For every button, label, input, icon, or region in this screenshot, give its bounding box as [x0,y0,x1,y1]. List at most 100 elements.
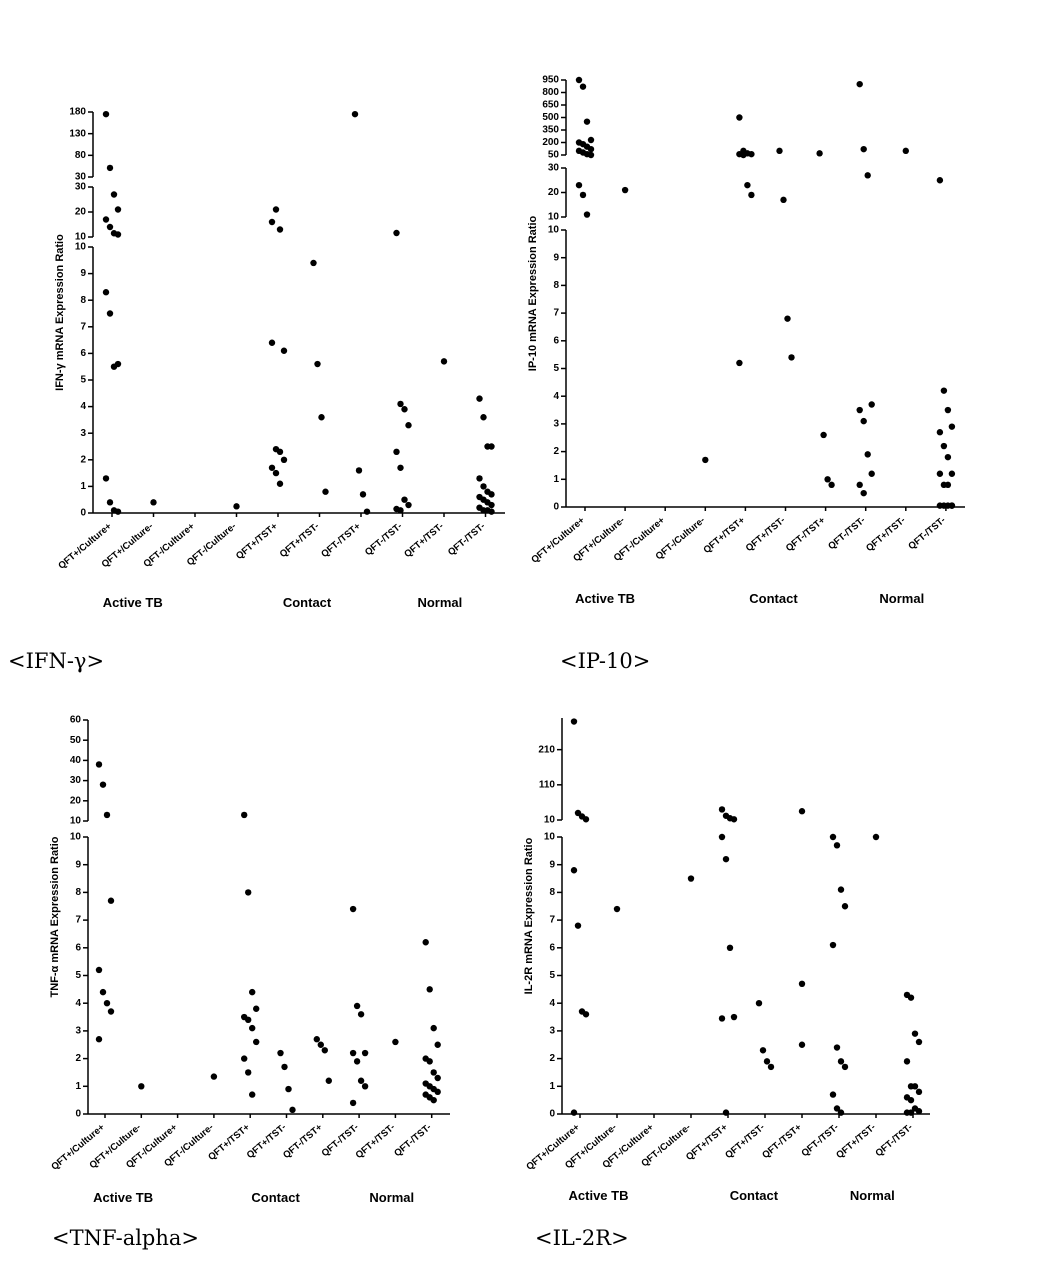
point [936,470,944,477]
point [107,1008,115,1015]
x-tick-label: QFT+/TST- [245,1122,289,1161]
y-tick-label: 6 [549,942,555,953]
point [106,164,114,172]
point [363,508,371,515]
point [114,360,122,368]
point [426,1058,433,1065]
y-tick-label: 10 [75,232,87,243]
y-tick-label: 6 [553,335,559,346]
x-tick-label: QFT+/TST+ [234,521,280,562]
y-tick-label: 5 [80,375,86,386]
point [780,196,787,204]
caption: <IL-2R> [535,1226,629,1250]
y-tick-label: 9 [553,252,559,263]
y-tick-label: 5 [549,970,555,981]
point [575,181,583,189]
point [289,1106,296,1114]
point [268,218,276,226]
group-label: Normal [879,591,924,606]
point [249,1024,256,1032]
y-tick-label: 4 [80,401,86,412]
point [150,499,157,506]
point [820,431,827,439]
x-tick-label: QFT+/TST- [834,1122,878,1161]
y-tick-label: 20 [70,795,82,806]
point [837,1109,845,1116]
x-tick-label: QFT-/TST- [873,1122,914,1159]
y-tick-label: 30 [75,172,87,183]
point [401,406,408,413]
point [722,855,730,863]
y-tick-label: 10 [548,212,560,223]
y-tick-label: 10 [544,832,556,843]
point [241,811,248,819]
x-tick-label: QFT-/TST- [392,1122,433,1159]
point [718,833,726,841]
point [856,406,863,414]
point [103,811,111,819]
y-tick-label: 50 [70,735,82,746]
y-tick-label: 650 [542,100,559,111]
point [718,1015,726,1022]
point [767,1063,775,1071]
y-axis-label: IL-2R mRNA Expression Ratio [523,837,535,994]
point [582,816,590,823]
x-tick-label: QFT-/TST+ [281,1122,325,1161]
point [583,118,591,125]
point [103,1000,111,1007]
point [361,1049,369,1057]
y-tick-label: 1 [75,1081,81,1092]
y-tick-label: 8 [553,280,559,291]
point [361,1083,369,1090]
point [587,145,595,153]
point [476,475,483,482]
group-label: Active TB [575,591,635,606]
point [902,147,909,155]
point [281,1063,288,1071]
point [841,1063,849,1071]
point [837,1058,845,1065]
y-tick-label: 7 [553,308,559,319]
y-tick-label: 210 [538,744,555,755]
y-tick-label: 500 [542,112,559,123]
point [833,1044,841,1051]
y-tick-label: 8 [80,295,86,306]
point [828,481,835,489]
y-tick-label: 3 [549,1026,555,1037]
point [829,833,837,841]
y-tick-label: 20 [75,207,87,218]
point [833,842,841,849]
point [944,406,952,414]
point [488,443,495,450]
x-tick-label: QFT-/TST+ [319,521,363,560]
x-tick-label: QFT+/TST- [278,521,322,560]
y-tick-label: 10 [70,816,82,827]
x-tick-label: QFT+/TST- [723,1122,767,1161]
y-tick-label: 30 [75,182,87,193]
point [268,464,276,471]
y-tick-label: 7 [80,321,86,332]
point [95,1036,103,1043]
point [570,867,578,874]
point [351,110,359,118]
y-tick-label: 180 [69,107,86,118]
y-tick-label: 0 [75,1109,81,1120]
point [280,347,288,354]
point [434,1041,441,1048]
point [106,223,114,231]
point [110,191,118,198]
point [744,181,751,189]
point [114,206,122,213]
x-tick-label: QFT+/TST- [744,515,788,554]
point [726,944,734,951]
point [687,875,695,882]
y-tick-label: 1 [549,1081,555,1092]
point [856,481,863,489]
caption: <IP-10> [560,649,650,673]
point [430,1069,437,1076]
group-label: Contact [283,595,332,610]
point [864,172,871,179]
point [102,475,110,482]
point [864,451,871,458]
